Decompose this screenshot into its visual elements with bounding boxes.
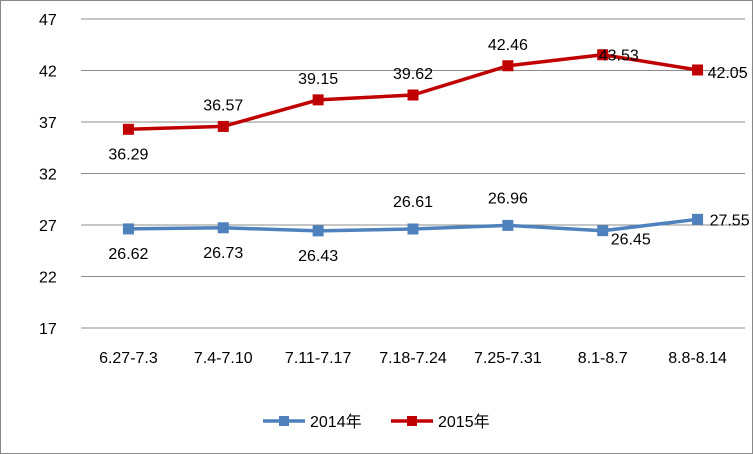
data-point-marker	[217, 120, 229, 132]
data-point-marker	[502, 60, 514, 72]
x-tick-label: 8.8-8.14	[668, 350, 727, 367]
y-tick-label: 22	[39, 270, 57, 287]
data-label: 26.61	[393, 194, 433, 211]
x-tick-label: 7.18-7.24	[379, 350, 447, 367]
data-point-marker	[692, 64, 704, 76]
x-tick-label: 6.27-7.3	[99, 350, 158, 367]
data-point-marker	[597, 225, 609, 237]
legend-marker	[279, 416, 289, 426]
data-label: 26.96	[488, 190, 528, 207]
data-point-marker	[312, 225, 324, 237]
x-tick-label: 8.1-8.7	[578, 350, 628, 367]
data-point-marker	[502, 219, 514, 231]
data-label: 42.05	[708, 65, 748, 82]
data-point-marker	[692, 213, 704, 225]
x-tick-label: 7.4-7.10	[194, 350, 253, 367]
data-label: 39.62	[393, 66, 433, 83]
data-label: 36.29	[108, 146, 148, 163]
y-tick-label: 47	[39, 12, 57, 29]
data-point-marker	[217, 222, 229, 234]
data-label: 43.53	[599, 48, 639, 65]
legend-label: 2015年	[438, 413, 490, 431]
data-point-marker	[407, 223, 419, 235]
data-label: 26.43	[298, 248, 338, 265]
data-label: 39.15	[298, 71, 338, 88]
y-tick-label: 17	[39, 321, 57, 338]
legend-marker	[407, 416, 417, 426]
data-label: 36.57	[203, 97, 243, 114]
data-point-marker	[597, 49, 609, 61]
data-label: 42.46	[488, 37, 528, 54]
data-point-marker	[312, 94, 324, 106]
data-label: 26.62	[108, 246, 148, 263]
x-tick-label: 7.11-7.17	[285, 350, 352, 367]
data-point-marker	[122, 123, 134, 135]
y-tick-label: 27	[39, 218, 57, 235]
y-tick-label: 32	[39, 167, 57, 184]
data-label: 27.55	[710, 212, 750, 229]
legend-label: 2014年	[310, 413, 362, 431]
x-tick-label: 7.25-7.31	[474, 350, 542, 367]
y-tick-label: 42	[39, 64, 57, 81]
y-tick-label: 37	[39, 115, 57, 132]
data-label: 26.45	[611, 232, 651, 249]
data-point-marker	[122, 223, 134, 235]
data-point-marker	[407, 89, 419, 101]
data-label: 26.73	[203, 245, 243, 262]
